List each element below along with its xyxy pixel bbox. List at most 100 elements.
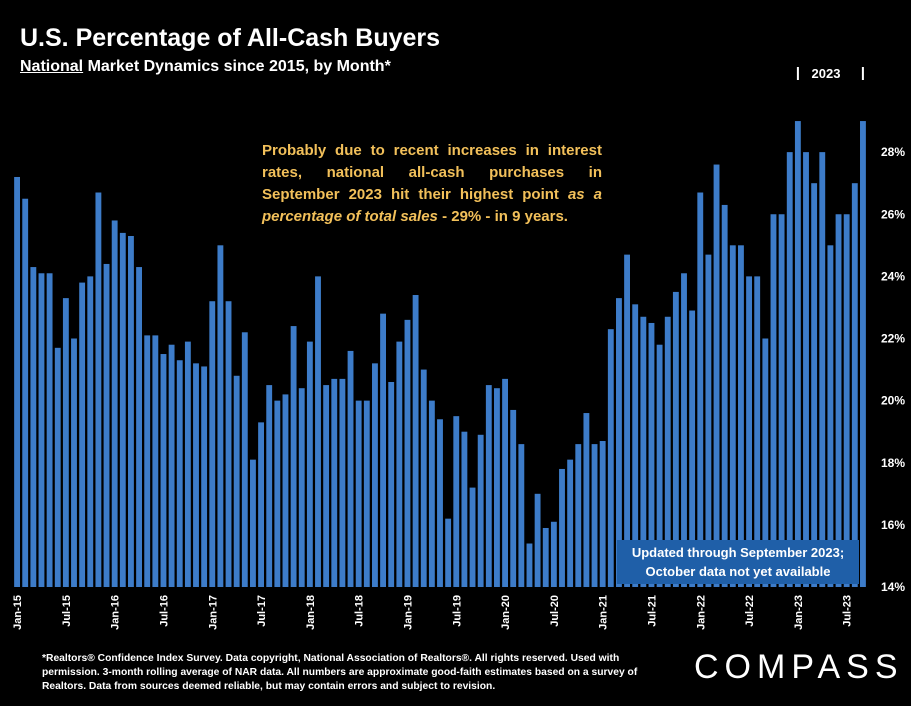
bar xyxy=(746,276,752,588)
year-2023-label: 2023 xyxy=(811,66,841,81)
bar xyxy=(363,400,370,588)
bar xyxy=(355,400,362,588)
bar xyxy=(705,254,712,587)
bar xyxy=(786,152,793,588)
bar xyxy=(721,204,728,587)
bar xyxy=(46,273,53,587)
bar xyxy=(754,276,761,588)
bar xyxy=(591,444,598,587)
bar xyxy=(250,459,256,587)
bar xyxy=(339,378,346,587)
update-note: Updated through September 2023; October … xyxy=(617,540,859,584)
bar xyxy=(225,301,232,587)
bar xyxy=(136,267,142,587)
bar xyxy=(469,487,476,587)
bar xyxy=(640,316,647,587)
bar xyxy=(144,335,151,587)
bar xyxy=(388,381,395,587)
bar xyxy=(437,419,443,587)
bar xyxy=(502,378,508,587)
bar xyxy=(583,413,590,587)
bar xyxy=(128,235,134,588)
bar xyxy=(778,214,785,587)
y-tick-label: 26% xyxy=(881,207,905,221)
x-tick-label: Jul-17 xyxy=(256,595,268,627)
bar xyxy=(453,416,460,587)
bar xyxy=(282,394,289,587)
bar xyxy=(217,245,224,587)
bars-group xyxy=(14,121,866,588)
x-tick-label: Jan-16 xyxy=(110,595,122,630)
bar xyxy=(485,385,492,587)
bar xyxy=(811,183,818,587)
x-tick-label: Jan-20 xyxy=(500,595,512,630)
bar xyxy=(274,400,281,588)
bar xyxy=(79,282,86,587)
bar xyxy=(176,360,183,587)
x-tick-label: Jul-23 xyxy=(842,595,854,627)
bar xyxy=(152,335,159,587)
compass-logo: COMPASS xyxy=(694,648,904,686)
bar xyxy=(738,245,744,587)
bar xyxy=(38,273,45,587)
bar xyxy=(477,434,484,587)
bar xyxy=(14,176,20,588)
bar xyxy=(559,468,565,587)
bar xyxy=(843,214,850,587)
bar xyxy=(420,369,427,587)
bar xyxy=(510,409,517,587)
bar xyxy=(87,276,94,588)
bar xyxy=(526,543,533,587)
bar xyxy=(201,366,208,587)
annotation-italic: as a percentage of total sales xyxy=(262,186,603,225)
bar xyxy=(184,341,191,587)
bar xyxy=(119,232,126,587)
bar xyxy=(372,363,378,587)
x-tick-label: Jul-20 xyxy=(549,595,561,627)
bar xyxy=(168,344,175,587)
bar xyxy=(233,375,240,587)
bar xyxy=(412,295,419,587)
y-tick-label: 20% xyxy=(881,394,905,408)
bar xyxy=(550,521,557,587)
bar xyxy=(404,319,411,587)
bar xyxy=(770,214,777,587)
bar xyxy=(209,301,216,587)
bar xyxy=(681,273,687,587)
x-tick-label: Jul-16 xyxy=(159,595,171,627)
x-tick-label: Jul-22 xyxy=(744,595,756,627)
subtitle-national: National xyxy=(20,58,84,75)
bar xyxy=(193,363,199,587)
bar xyxy=(241,332,248,587)
annotation-text: Probably due to recent increases in inte… xyxy=(262,140,602,228)
bar xyxy=(851,183,858,587)
bar xyxy=(835,214,842,587)
y-tick-label: 22% xyxy=(881,332,905,346)
footer-disclaimer: *Realtors® Confidence Index Survey. Data… xyxy=(42,653,638,692)
bar xyxy=(567,459,574,587)
bar xyxy=(54,347,61,587)
bar xyxy=(827,245,834,587)
bar xyxy=(22,198,29,587)
y-tick-label: 24% xyxy=(881,269,905,283)
bar xyxy=(762,338,769,587)
annotation-part1: Probably due to recent increases in inte… xyxy=(262,142,602,203)
subtitle-rest: Market Dynamics since 2015, by Month* xyxy=(83,58,391,75)
bar xyxy=(599,441,606,587)
bar xyxy=(298,388,305,587)
bar xyxy=(290,326,297,587)
bar xyxy=(95,192,102,587)
x-tick-label: Jul-21 xyxy=(647,595,659,627)
x-tick-label: Jan-21 xyxy=(598,595,610,630)
bar xyxy=(428,400,435,588)
y-tick-label: 14% xyxy=(881,580,905,594)
bar xyxy=(62,298,69,587)
x-tick-label: Jan-22 xyxy=(695,595,707,630)
bar xyxy=(697,192,704,587)
bar xyxy=(713,164,720,588)
bar xyxy=(323,385,330,587)
bar xyxy=(860,121,866,587)
bar xyxy=(648,322,655,587)
x-tick-label: Jan-18 xyxy=(305,595,317,630)
